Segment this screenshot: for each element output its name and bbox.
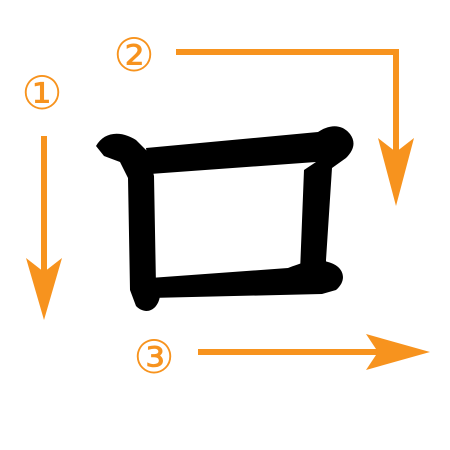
arrow-right-down-icon — [176, 49, 414, 206]
arrow-down-icon — [26, 136, 62, 320]
step-label-2: ② — [113, 28, 155, 82]
step-label-1: ① — [21, 66, 63, 120]
arrow-right-icon — [198, 334, 430, 370]
glyph-stroke-2 — [146, 126, 354, 272]
glyph-stroke-1 — [96, 133, 160, 311]
character-kou-glyph — [96, 126, 354, 311]
glyph-stroke-3 — [150, 260, 343, 298]
stroke-order-arrows — [26, 49, 430, 370]
step-label-3: ③ — [133, 330, 175, 384]
